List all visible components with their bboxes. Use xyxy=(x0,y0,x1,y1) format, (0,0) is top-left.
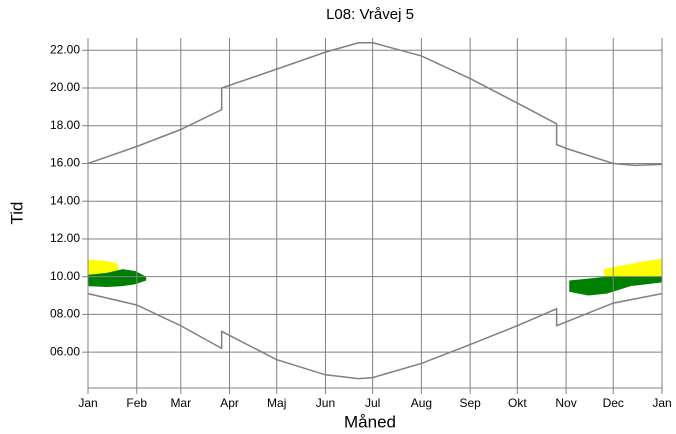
y-tick-label: 20.00 xyxy=(50,80,80,94)
x-tick-label: Jan xyxy=(652,396,671,410)
x-tick-label: Nov xyxy=(555,396,576,410)
x-tick-label: Maj xyxy=(267,396,286,410)
x-axis-label: Måned xyxy=(344,412,396,431)
shadow-area xyxy=(569,276,662,296)
y-tick-label: 22.00 xyxy=(50,42,80,56)
y-tick-label: 08.00 xyxy=(50,307,80,321)
x-tick-label: Okt xyxy=(508,396,527,410)
shadow-area xyxy=(603,258,662,279)
series-line xyxy=(87,41,663,167)
x-tick-label: Aug xyxy=(411,396,432,410)
y-tick-label: 16.00 xyxy=(50,156,80,170)
y-tick-label: 14.00 xyxy=(50,193,80,207)
x-tick-label: Apr xyxy=(220,396,239,410)
x-tick-label: Dec xyxy=(603,396,624,410)
x-tick-label: Jul xyxy=(365,396,380,410)
y-tick-label: 18.00 xyxy=(50,118,80,132)
y-axis-label: Tid xyxy=(7,202,26,225)
y-tick-label: 12.00 xyxy=(50,231,80,245)
y-tick-label: 10.00 xyxy=(50,269,80,283)
x-tick-label: Mar xyxy=(170,396,191,410)
chart-title: L08: Vråvej 5 xyxy=(326,6,414,23)
x-tick-label: Feb xyxy=(126,396,147,410)
x-tick-label: Sep xyxy=(459,396,481,410)
y-tick-label: 06.00 xyxy=(50,344,80,358)
x-tick-label: Jan xyxy=(78,396,97,410)
shadow-area xyxy=(88,269,147,288)
series-line xyxy=(87,292,663,380)
x-tick-label: Jun xyxy=(316,396,335,410)
